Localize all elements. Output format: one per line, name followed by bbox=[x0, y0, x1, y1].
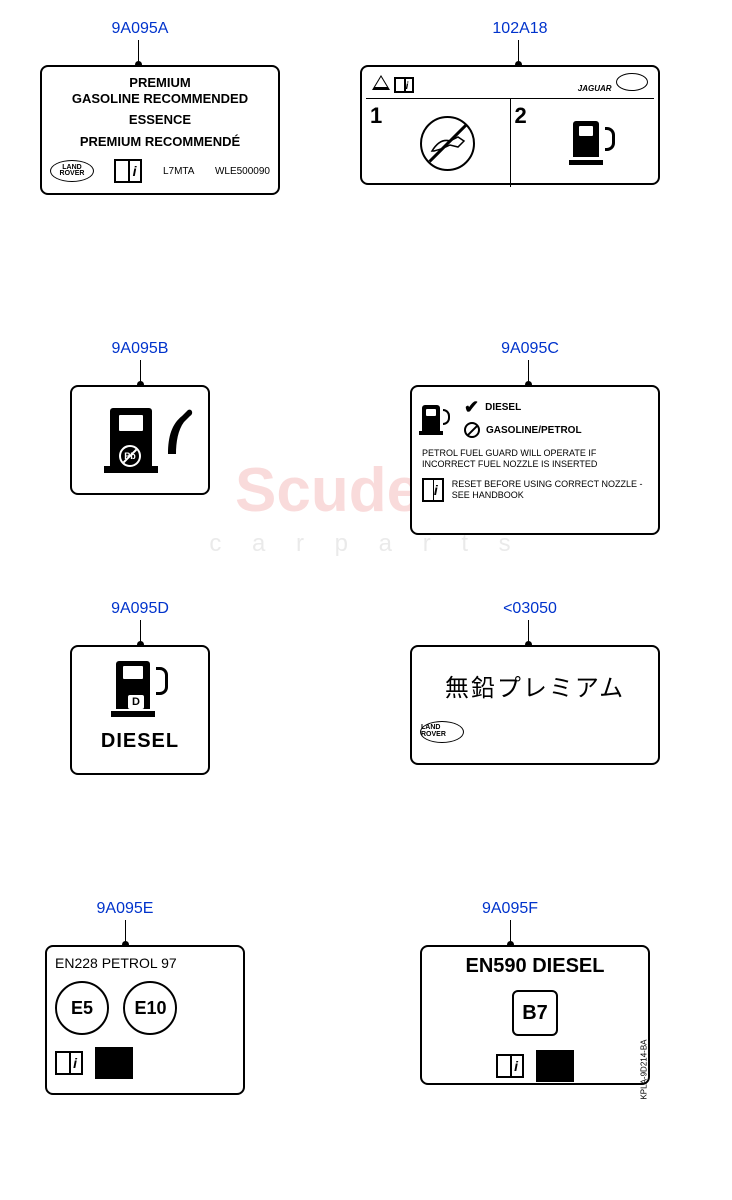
callout-line bbox=[510, 920, 511, 945]
no-pb-badge: Pb bbox=[119, 445, 141, 467]
ref-code: WLE500090 bbox=[215, 166, 270, 177]
land-rover-logo: LAND ROVER bbox=[420, 721, 464, 743]
warning-text: PETROL FUEL GUARD WILL OPERATE IF INCORR… bbox=[422, 448, 648, 470]
text: ESSENCE bbox=[50, 112, 270, 128]
black-square-icon bbox=[536, 1050, 574, 1082]
no-touch-icon bbox=[420, 116, 475, 171]
callout-line bbox=[528, 620, 529, 645]
callout-line bbox=[140, 620, 141, 645]
e5-badge: E5 bbox=[55, 981, 109, 1035]
prohibit-icon bbox=[464, 422, 480, 438]
land-rover-logo: LAND ROVER bbox=[50, 160, 94, 182]
step-number: 2 bbox=[515, 103, 527, 129]
side-part-code: KPLA-9D214-BA bbox=[640, 1040, 649, 1100]
d-badge: D bbox=[128, 695, 144, 709]
label-group-f: 9A095F EN590 DIESEL B7 i KPLA-9D214-BA bbox=[420, 900, 650, 1085]
label-group-d: 9A095D D DIESEL bbox=[70, 600, 210, 775]
fuel-pump-diesel-icon: D bbox=[116, 661, 164, 717]
callout-line bbox=[140, 360, 141, 385]
callout-line bbox=[518, 40, 519, 65]
b7-badge: B7 bbox=[512, 990, 558, 1036]
fuel-pump-icon bbox=[573, 121, 611, 165]
callout-line bbox=[138, 40, 139, 65]
ref-code: L7MTA bbox=[163, 166, 195, 177]
label-warning-fuel: i JAGUAR 1 2 bbox=[360, 65, 660, 185]
label-group-03050: <03050 無鉛プレミアム LAND ROVER bbox=[410, 600, 660, 765]
label-unleaded-fuel: Pb bbox=[70, 385, 210, 495]
label-group-a: 9A095A PREMIUM GASOLINE RECOMMENDED ESSE… bbox=[40, 20, 280, 195]
black-square-icon bbox=[95, 1047, 133, 1079]
label-group-102: 102A18 i JAGUAR 1 2 bbox=[360, 20, 660, 185]
callout-code: <03050 bbox=[490, 600, 570, 618]
jaguar-logo: JAGUAR bbox=[578, 84, 612, 93]
callout-code: 9A095B bbox=[70, 340, 210, 358]
oval-logo bbox=[616, 73, 648, 91]
text: DIESEL bbox=[485, 402, 521, 413]
callout-code: 9A095F bbox=[395, 900, 625, 918]
text: GASOLINE RECOMMENDED bbox=[50, 91, 270, 107]
check-icon: ✔ bbox=[464, 397, 479, 418]
step-number: 1 bbox=[370, 103, 382, 129]
callout-code: 9A095E bbox=[25, 900, 225, 918]
label-en228-petrol: EN228 PETROL 97 E5 E10 i bbox=[45, 945, 245, 1095]
callout-code: 102A18 bbox=[480, 20, 560, 38]
diesel-text: DIESEL bbox=[80, 730, 200, 753]
label-premium-gasoline: PREMIUM GASOLINE RECOMMENDED ESSENCE PRE… bbox=[40, 65, 280, 195]
e10-badge: E10 bbox=[123, 981, 177, 1035]
handbook-icon: i bbox=[422, 478, 444, 502]
label-group-e: 9A095E EN228 PETROL 97 E5 E10 i bbox=[45, 900, 245, 1095]
text: GASOLINE/PETROL bbox=[486, 425, 582, 436]
fuel-pump-no-lead-icon: Pb bbox=[110, 408, 170, 473]
text: PREMIUM bbox=[50, 75, 270, 91]
callout-code: 9A095A bbox=[100, 20, 180, 38]
label-japanese: 無鉛プレミアム LAND ROVER bbox=[410, 645, 660, 765]
warning-icon bbox=[372, 75, 390, 90]
callout-code: 9A095C bbox=[490, 340, 570, 358]
reset-text: RESET BEFORE USING CORRECT NOZZLE - SEE … bbox=[452, 479, 648, 501]
handbook-icon: i bbox=[496, 1054, 524, 1078]
handbook-icon: i bbox=[114, 159, 142, 183]
label-group-c: 9A095C ✔ DIESEL GASOLINE/PETROL PETROL FU… bbox=[410, 340, 660, 535]
label-diesel: D DIESEL bbox=[70, 645, 210, 775]
japanese-text: 無鉛プレミアム bbox=[445, 668, 625, 703]
handbook-icon: i bbox=[394, 77, 414, 93]
callout-line bbox=[528, 360, 529, 385]
fuel-pump-icon bbox=[422, 405, 448, 435]
handbook-icon: i bbox=[55, 1051, 83, 1075]
label-en590-diesel: EN590 DIESEL B7 i KPLA-9D214-BA bbox=[420, 945, 650, 1085]
nozzle-icon bbox=[164, 406, 194, 456]
callout-line bbox=[125, 920, 126, 945]
label-group-b: 9A095B Pb bbox=[70, 340, 210, 495]
label-diesel-guard: ✔ DIESEL GASOLINE/PETROL PETROL FUEL GUAR… bbox=[410, 385, 660, 535]
callout-code: 9A095D bbox=[70, 600, 210, 618]
en590-header: EN590 DIESEL bbox=[430, 955, 640, 978]
en228-header: EN228 PETROL 97 bbox=[55, 955, 235, 971]
text: PREMIUM RECOMMENDÉ bbox=[50, 134, 270, 150]
